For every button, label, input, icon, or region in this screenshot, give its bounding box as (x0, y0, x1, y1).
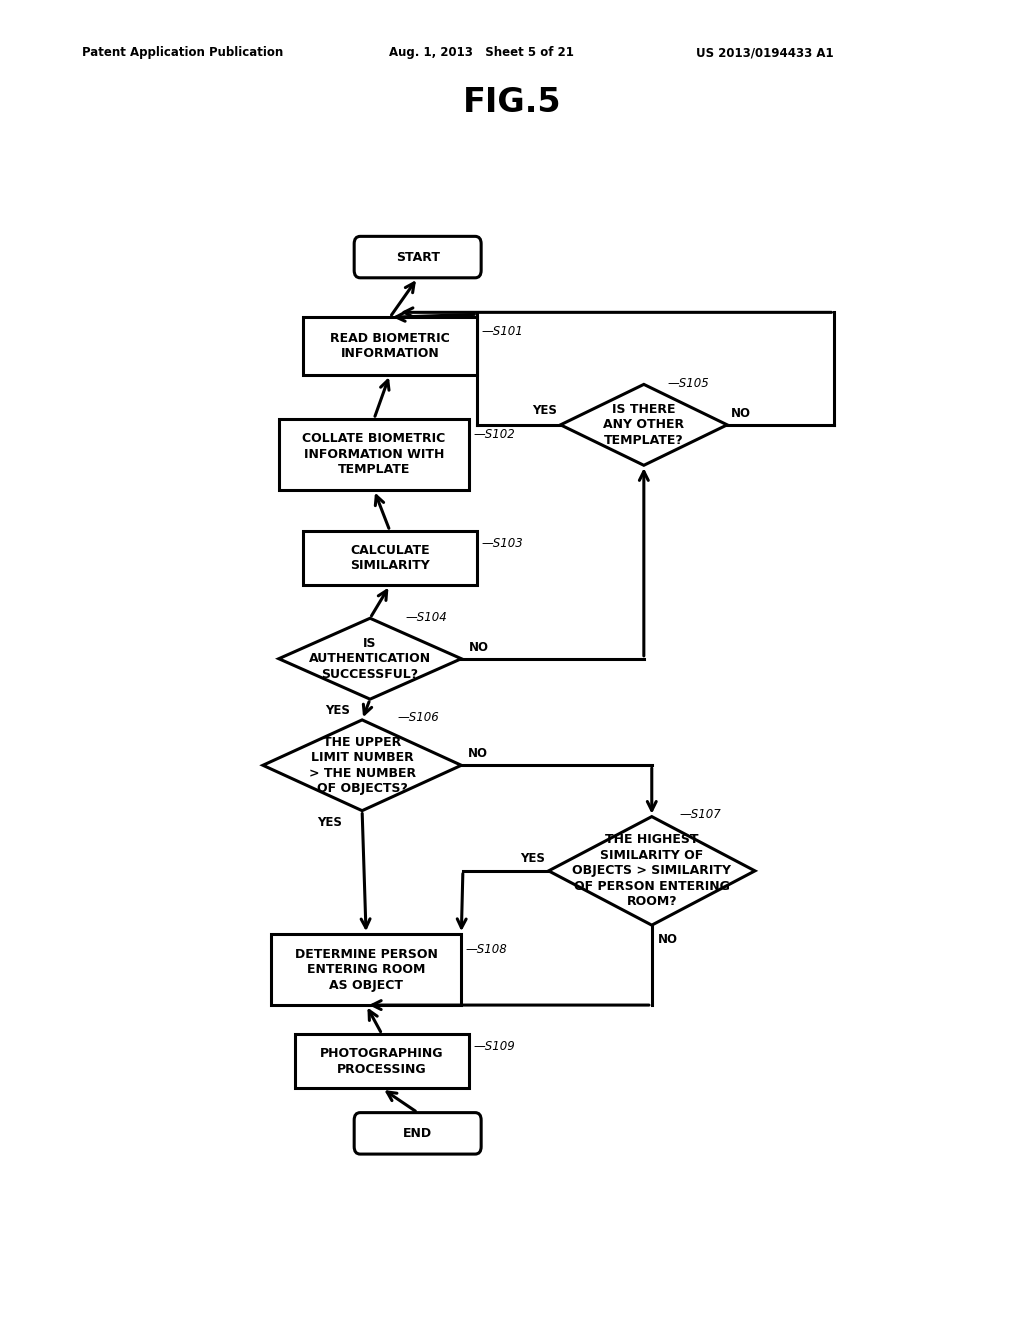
Text: THE UPPER
LIMIT NUMBER
> THE NUMBER
OF OBJECTS?: THE UPPER LIMIT NUMBER > THE NUMBER OF O… (308, 735, 416, 795)
Text: FIG.5: FIG.5 (463, 86, 561, 119)
Text: YES: YES (531, 404, 557, 417)
Text: YES: YES (317, 816, 342, 829)
Text: —S109: —S109 (473, 1040, 515, 1053)
Text: —S102: —S102 (473, 428, 515, 441)
Text: NO: NO (731, 407, 752, 420)
FancyBboxPatch shape (270, 935, 461, 1005)
Text: Aug. 1, 2013   Sheet 5 of 21: Aug. 1, 2013 Sheet 5 of 21 (389, 46, 574, 59)
Text: THE HIGHEST
SIMILARITY OF
OBJECTS > SIMILARITY
OF PERSON ENTERING
ROOM?: THE HIGHEST SIMILARITY OF OBJECTS > SIMI… (572, 833, 731, 908)
Text: YES: YES (520, 851, 545, 865)
Polygon shape (549, 817, 755, 925)
Text: CALCULATE
SIMILARITY: CALCULATE SIMILARITY (350, 544, 430, 573)
Text: START: START (395, 251, 439, 264)
Text: NO: NO (658, 933, 678, 946)
Text: NO: NO (468, 747, 487, 760)
Text: —S105: —S105 (668, 378, 710, 389)
Text: —S108: —S108 (465, 944, 507, 956)
Text: DETERMINE PERSON
ENTERING ROOM
AS OBJECT: DETERMINE PERSON ENTERING ROOM AS OBJECT (295, 948, 437, 991)
FancyBboxPatch shape (354, 1113, 481, 1154)
Text: IS
AUTHENTICATION
SUCCESSFUL?: IS AUTHENTICATION SUCCESSFUL? (309, 636, 431, 681)
Polygon shape (263, 719, 461, 810)
Text: —S107: —S107 (680, 808, 721, 821)
Text: US 2013/0194433 A1: US 2013/0194433 A1 (696, 46, 834, 59)
Text: —S104: —S104 (406, 611, 447, 624)
Polygon shape (279, 618, 461, 700)
Text: IS THERE
ANY OTHER
TEMPLATE?: IS THERE ANY OTHER TEMPLATE? (603, 403, 684, 447)
Text: READ BIOMETRIC
INFORMATION: READ BIOMETRIC INFORMATION (330, 331, 450, 360)
Text: COLLATE BIOMETRIC
INFORMATION WITH
TEMPLATE: COLLATE BIOMETRIC INFORMATION WITH TEMPL… (302, 433, 445, 477)
FancyBboxPatch shape (279, 418, 469, 490)
Text: END: END (403, 1127, 432, 1140)
FancyBboxPatch shape (295, 1034, 469, 1089)
Text: NO: NO (469, 640, 489, 653)
FancyBboxPatch shape (354, 236, 481, 277)
FancyBboxPatch shape (303, 317, 477, 375)
Text: —S106: —S106 (397, 711, 439, 725)
Text: —S101: —S101 (481, 325, 523, 338)
Text: Patent Application Publication: Patent Application Publication (82, 46, 284, 59)
Text: —S103: —S103 (481, 537, 523, 549)
Text: PHOTOGRAPHING
PROCESSING: PHOTOGRAPHING PROCESSING (321, 1047, 443, 1076)
Polygon shape (560, 384, 727, 465)
FancyBboxPatch shape (303, 531, 477, 585)
Text: YES: YES (326, 704, 350, 717)
